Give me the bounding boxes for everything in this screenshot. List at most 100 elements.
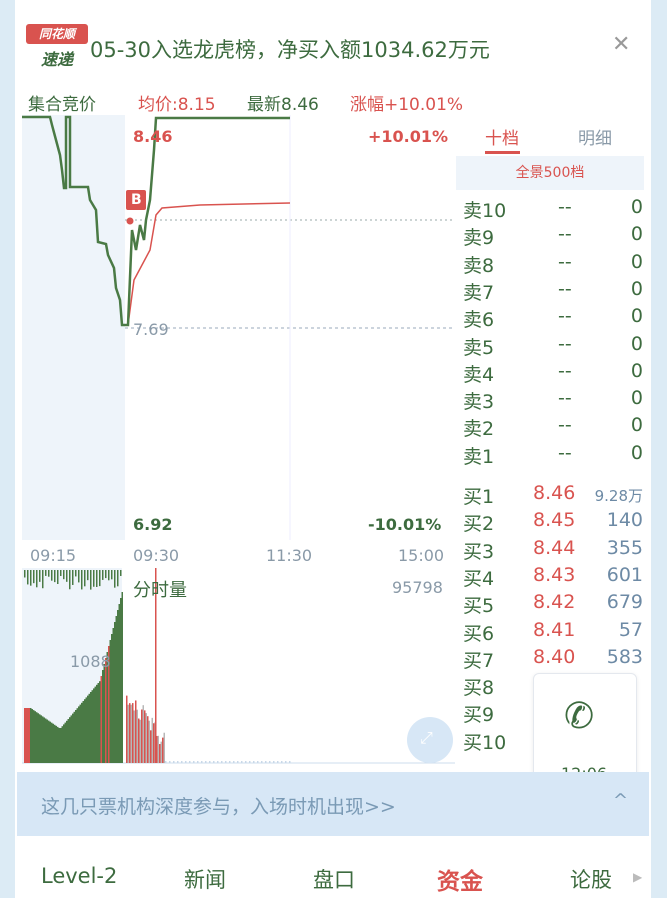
sell-level-row[interactable]: 卖10 -- 0 xyxy=(463,196,643,223)
volume-bar xyxy=(189,761,191,763)
buy-level-row[interactable]: 买3 8.44 355 xyxy=(463,537,643,564)
tab-news[interactable]: 新闻 xyxy=(184,864,226,894)
volume-bar xyxy=(39,714,41,763)
volume-bar xyxy=(120,570,122,576)
full-500-button[interactable]: 全景500档 xyxy=(456,156,644,190)
volume-bar xyxy=(120,598,122,763)
volume-bar xyxy=(122,592,124,763)
sell-level-row[interactable]: 卖2 -- 0 xyxy=(463,414,643,441)
level-label: 买9 xyxy=(463,700,494,727)
level-label: 买5 xyxy=(463,591,494,618)
level-volume: 0 xyxy=(631,333,643,355)
volume-bar xyxy=(245,761,247,763)
expand-icon[interactable]: ⤢ xyxy=(420,728,433,748)
buy-level-row[interactable]: 买5 8.42 679 xyxy=(463,591,643,618)
volume-bar xyxy=(57,570,59,584)
volume-bar xyxy=(77,708,79,763)
level-volume: 0 xyxy=(631,278,643,300)
volume-bar xyxy=(71,715,73,763)
level-volume: 0 xyxy=(631,387,643,409)
level-price: -- xyxy=(558,387,572,409)
tab-details[interactable]: 明细 xyxy=(578,124,612,149)
volume-bar xyxy=(36,570,38,587)
buy-level-row[interactable]: 买7 8.40 583 xyxy=(463,646,643,673)
level-label: 卖5 xyxy=(463,333,494,360)
volume-bar xyxy=(273,761,275,763)
volume-bar xyxy=(114,622,116,763)
volume-bar xyxy=(27,708,29,763)
volume-bar xyxy=(134,710,136,763)
volume-bar xyxy=(69,717,71,763)
volume-bar xyxy=(51,570,53,581)
volume-bar xyxy=(128,705,130,763)
tab-level2[interactable]: Level-2 xyxy=(41,864,117,888)
volume-bar xyxy=(33,570,35,583)
banner-text[interactable]: 这几只票机构深度参与，入场时机出现>> xyxy=(41,792,396,819)
volume-bar xyxy=(75,570,77,576)
sell-level-row[interactable]: 卖8 -- 0 xyxy=(463,251,643,278)
volume-bar xyxy=(229,761,231,763)
volume-bar xyxy=(33,710,35,763)
volume-bar xyxy=(36,712,38,763)
volume-bar xyxy=(114,570,116,588)
volume-bar xyxy=(149,721,151,763)
tab-ten-levels[interactable]: 十档 xyxy=(485,124,519,149)
phone-icon[interactable]: ✆ xyxy=(564,696,594,737)
volume-bar xyxy=(45,719,47,764)
time-label: 09:15 xyxy=(30,546,76,565)
level-price: 8.45 xyxy=(533,509,575,531)
tab-funds[interactable]: 资金 xyxy=(437,862,483,896)
buy-level-row[interactable]: 买1 8.46 9.28万 xyxy=(463,482,643,509)
volume-bar xyxy=(81,570,83,589)
volume-bar xyxy=(116,616,118,763)
volume-bar xyxy=(265,761,267,763)
level-label: 买8 xyxy=(463,673,494,700)
sell-level-row[interactable]: 卖9 -- 0 xyxy=(463,223,643,250)
volume-bar xyxy=(150,730,152,763)
volume-bar xyxy=(177,761,179,763)
collapse-icon[interactable]: ^ xyxy=(613,790,628,811)
volume-bar xyxy=(129,703,131,763)
volume-bar xyxy=(217,761,219,763)
volume-bar xyxy=(83,701,85,763)
volume-bar xyxy=(60,570,62,576)
volume-bar xyxy=(47,720,49,763)
level-price: -- xyxy=(558,196,572,218)
sell-level-row[interactable]: 卖4 -- 0 xyxy=(463,360,643,387)
scroll-right-icon[interactable]: ▶ xyxy=(633,870,642,884)
buy-level-row[interactable]: 买2 8.45 140 xyxy=(463,509,643,536)
volume-bar xyxy=(162,738,164,763)
volume-bar xyxy=(131,705,133,763)
volume-bar xyxy=(138,719,140,763)
volume-bar xyxy=(132,703,134,763)
volume-bar xyxy=(277,761,279,763)
buy-level-row[interactable]: 买6 8.41 57 xyxy=(463,619,643,646)
tab-discuss[interactable]: 论股 xyxy=(570,864,612,894)
sell-level-row[interactable]: 卖3 -- 0 xyxy=(463,387,643,414)
volume-bar xyxy=(87,570,89,580)
sell-level-row[interactable]: 卖7 -- 0 xyxy=(463,278,643,305)
tab-orderbook[interactable]: 盘口 xyxy=(313,864,355,894)
level-volume: 0 xyxy=(631,360,643,382)
level-price: 8.46 xyxy=(533,482,575,504)
level-label: 买3 xyxy=(463,537,494,564)
buy-level-row[interactable]: 买4 8.43 601 xyxy=(463,564,643,591)
level-label: 买10 xyxy=(463,728,506,755)
volume-bar xyxy=(90,692,92,763)
volume-bar xyxy=(261,761,263,763)
promo-banner[interactable]: 这几只票机构深度参与，入场时机出现>> ^ xyxy=(17,772,649,836)
level-label: 买4 xyxy=(463,564,494,591)
sell-level-row[interactable]: 卖6 -- 0 xyxy=(463,305,643,332)
level-price: -- xyxy=(558,305,572,327)
volume-bar xyxy=(44,717,46,763)
volume-bar xyxy=(63,570,65,579)
tab-underline xyxy=(485,151,520,154)
volume-bar xyxy=(146,713,148,763)
volume-bar xyxy=(75,710,77,763)
sell-level-row[interactable]: 卖1 -- 0 xyxy=(463,442,643,469)
volume-bar xyxy=(119,604,121,763)
sell-level-row[interactable]: 卖5 -- 0 xyxy=(463,333,643,360)
volume-bar xyxy=(153,723,155,763)
level-volume: 0 xyxy=(631,414,643,436)
volume-bar xyxy=(92,690,94,763)
